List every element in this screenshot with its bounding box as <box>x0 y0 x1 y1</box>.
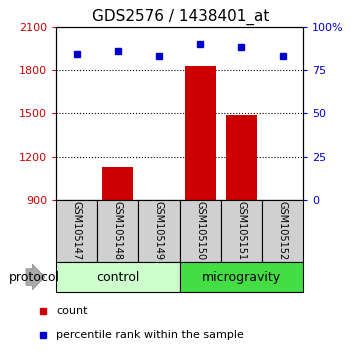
Text: GSM105147: GSM105147 <box>71 201 82 261</box>
Bar <box>56 200 97 262</box>
Bar <box>267 200 298 201</box>
Bar <box>97 200 138 262</box>
Bar <box>226 115 257 200</box>
Bar <box>180 262 303 292</box>
Bar <box>262 200 303 262</box>
Text: GSM105149: GSM105149 <box>154 201 164 261</box>
Text: control: control <box>96 270 139 284</box>
Text: count: count <box>56 306 88 316</box>
Text: GSM105148: GSM105148 <box>113 201 123 261</box>
Bar <box>180 200 221 262</box>
Bar <box>221 200 262 262</box>
FancyArrow shape <box>26 264 45 290</box>
Bar <box>61 200 92 204</box>
Bar <box>144 200 174 201</box>
Text: GSM105151: GSM105151 <box>236 201 247 261</box>
Text: protocol: protocol <box>9 270 60 284</box>
Bar <box>185 65 216 200</box>
Text: GSM105152: GSM105152 <box>278 201 288 261</box>
Text: GDS2576 / 1438401_at: GDS2576 / 1438401_at <box>92 9 269 25</box>
Bar <box>102 167 133 200</box>
Bar <box>56 262 180 292</box>
Text: GSM105150: GSM105150 <box>195 201 205 261</box>
Bar <box>138 200 180 262</box>
Text: percentile rank within the sample: percentile rank within the sample <box>56 330 244 340</box>
Text: microgravity: microgravity <box>202 270 281 284</box>
